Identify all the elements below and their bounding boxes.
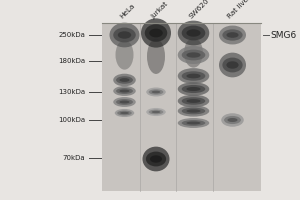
Ellipse shape <box>119 90 130 92</box>
Ellipse shape <box>145 24 167 42</box>
Ellipse shape <box>222 29 243 41</box>
Ellipse shape <box>186 87 201 91</box>
Ellipse shape <box>222 58 243 72</box>
Ellipse shape <box>182 108 205 114</box>
Ellipse shape <box>147 39 165 74</box>
Ellipse shape <box>149 89 163 95</box>
Text: Jurkat: Jurkat <box>150 1 170 20</box>
Ellipse shape <box>178 95 209 107</box>
Text: 100kDa: 100kDa <box>58 117 85 123</box>
Ellipse shape <box>186 109 201 113</box>
Ellipse shape <box>182 97 205 105</box>
Ellipse shape <box>178 118 209 128</box>
Ellipse shape <box>149 29 163 37</box>
Ellipse shape <box>219 26 246 44</box>
Text: 180kDa: 180kDa <box>58 58 85 64</box>
Ellipse shape <box>226 61 238 69</box>
Ellipse shape <box>152 91 160 93</box>
Bar <box>102 23 261 191</box>
Ellipse shape <box>115 109 134 117</box>
Ellipse shape <box>186 99 201 103</box>
Ellipse shape <box>113 28 136 42</box>
Ellipse shape <box>120 112 129 114</box>
Ellipse shape <box>182 50 205 60</box>
Ellipse shape <box>146 152 166 166</box>
Ellipse shape <box>182 85 205 93</box>
Ellipse shape <box>116 99 133 105</box>
Ellipse shape <box>149 110 163 114</box>
Text: 250kDa: 250kDa <box>58 32 85 38</box>
Ellipse shape <box>116 40 134 70</box>
Ellipse shape <box>219 53 246 77</box>
Ellipse shape <box>150 155 162 163</box>
Ellipse shape <box>184 38 203 68</box>
Text: Rat liver: Rat liver <box>227 0 252 20</box>
Text: SW620: SW620 <box>188 0 210 20</box>
Ellipse shape <box>116 88 133 94</box>
Text: 130kDa: 130kDa <box>58 89 85 95</box>
Text: HeLa: HeLa <box>119 3 136 20</box>
Ellipse shape <box>117 111 132 115</box>
Ellipse shape <box>118 31 131 39</box>
Ellipse shape <box>141 18 171 48</box>
Ellipse shape <box>178 68 209 84</box>
Ellipse shape <box>224 116 241 124</box>
Text: 70kDa: 70kDa <box>63 155 86 161</box>
Ellipse shape <box>227 118 238 122</box>
Ellipse shape <box>226 32 238 38</box>
Ellipse shape <box>186 122 201 124</box>
Ellipse shape <box>142 147 170 171</box>
Text: SMG6: SMG6 <box>270 30 296 40</box>
Ellipse shape <box>182 71 205 81</box>
Ellipse shape <box>186 52 201 58</box>
Ellipse shape <box>113 74 136 86</box>
Ellipse shape <box>178 46 209 64</box>
Ellipse shape <box>182 120 205 126</box>
Ellipse shape <box>116 76 133 84</box>
Ellipse shape <box>113 86 136 96</box>
Ellipse shape <box>113 97 136 107</box>
Ellipse shape <box>119 78 130 82</box>
Ellipse shape <box>221 113 244 127</box>
Ellipse shape <box>152 111 160 113</box>
Ellipse shape <box>182 26 205 40</box>
Ellipse shape <box>186 29 201 37</box>
Ellipse shape <box>178 82 209 96</box>
Ellipse shape <box>178 105 209 117</box>
Ellipse shape <box>146 108 166 116</box>
Ellipse shape <box>178 21 209 45</box>
Ellipse shape <box>146 88 166 97</box>
Ellipse shape <box>110 23 140 47</box>
Ellipse shape <box>119 101 130 103</box>
Ellipse shape <box>186 74 201 78</box>
